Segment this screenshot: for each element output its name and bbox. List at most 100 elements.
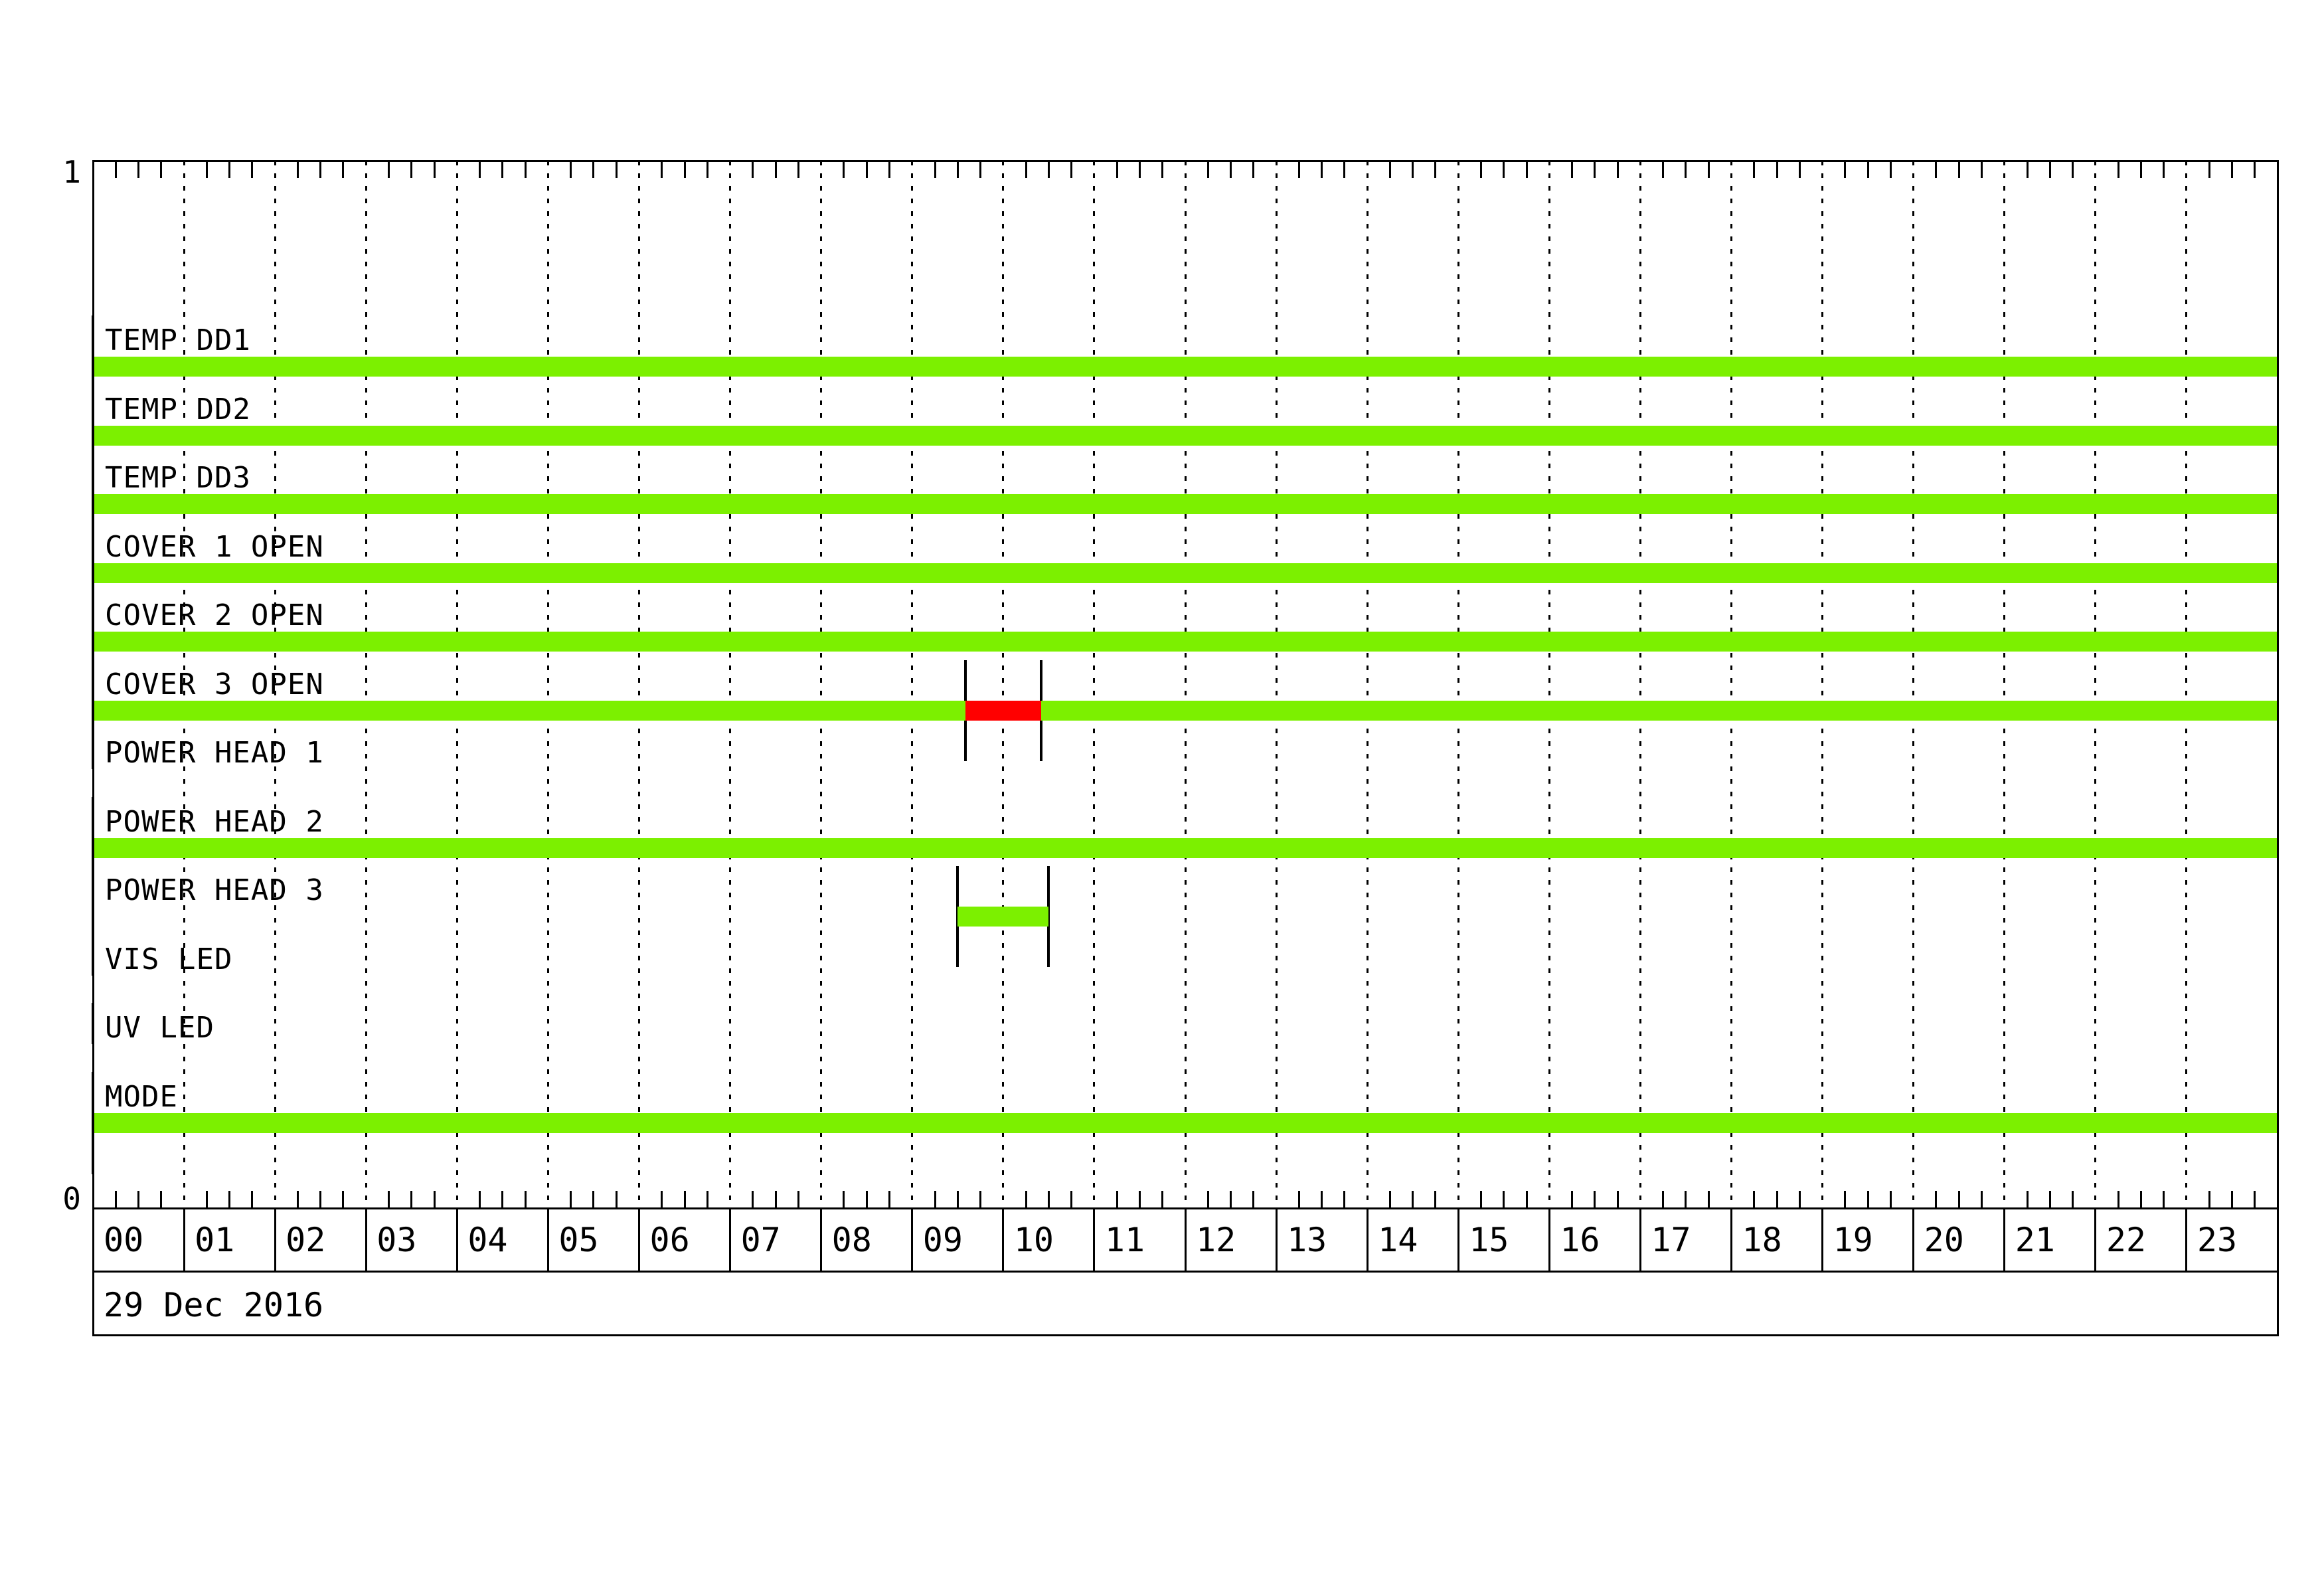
hour-gridline [1639,161,1641,1208]
hour-gridline [2185,161,2188,1208]
hour-label: 11 [1104,1221,1145,1259]
hour-label: 09 [922,1221,963,1259]
hour-gridline [1093,161,1096,1208]
minor-tick-top [1025,161,1027,178]
minor-tick-top [2254,161,2256,178]
hour-cell-separator [1366,1208,1369,1271]
hour-label: 08 [831,1221,872,1259]
minor-tick-top [1776,161,1778,178]
minor-tick-top [1798,161,1801,178]
row-label: POWER HEAD 3 [105,873,324,907]
minor-tick-bottom [706,1191,708,1208]
minor-tick-top [865,161,868,178]
row-label: TEMP DD2 [105,392,251,426]
minor-tick-bottom [1070,1191,1073,1208]
minor-tick-top [1116,161,1118,178]
hour-label: 20 [1924,1221,1964,1259]
row-label: TEMP DD1 [105,323,251,357]
minor-tick-top [1594,161,1596,178]
minor-tick-bottom [1503,1191,1505,1208]
minor-tick-top [2139,161,2142,178]
hour-cell-separator [1093,1208,1096,1271]
hour-cell-separator [1730,1208,1732,1271]
minor-tick-bottom [865,1191,868,1208]
minor-tick-bottom [1685,1191,1687,1208]
hour-label: 22 [2106,1221,2147,1259]
minor-tick-bottom [1116,1191,1118,1208]
minor-tick-bottom [1434,1191,1437,1208]
minor-tick-bottom [615,1191,618,1208]
hour-gridline [1002,161,1005,1208]
minor-tick-bottom [1889,1191,1892,1208]
hour-cell-separator [1639,1208,1641,1271]
minor-tick-top [410,161,413,178]
minor-tick-bottom [2254,1191,2256,1208]
hour-gridline [2094,161,2097,1208]
minor-tick-top [956,161,959,178]
minor-tick-top [1070,161,1073,178]
hour-gridline [820,161,823,1208]
minor-tick-top [2230,161,2233,178]
minor-tick-bottom [592,1191,595,1208]
hour-cell-separator [1821,1208,1824,1271]
minor-tick-top [979,161,982,178]
minor-tick-bottom [752,1191,754,1208]
minor-tick-bottom [661,1191,663,1208]
minor-tick-top [1889,161,1892,178]
minor-tick-top [1297,161,1300,178]
minor-tick-bottom [2026,1191,2029,1208]
minor-tick-top [706,161,708,178]
hour-cell-separator [546,1208,549,1271]
hour-cell-separator [2094,1208,2097,1271]
hour-cell-separator [2185,1208,2188,1271]
hour-cell-separator [1275,1208,1278,1271]
hour-label: 05 [558,1221,599,1259]
minor-tick-top [1571,161,1574,178]
row-label: MODE [105,1079,178,1114]
minor-tick-top [1616,161,1619,178]
row-label: POWER HEAD 2 [105,804,324,839]
minor-tick-top [2208,161,2210,178]
hour-cell-separator [820,1208,823,1271]
minor-tick-bottom [410,1191,413,1208]
hour-label: 06 [649,1221,690,1259]
hour-cell-separator [1912,1208,1915,1271]
minor-tick-top [774,161,777,178]
hour-gridline [365,161,367,1208]
minor-tick-top [388,161,390,178]
minor-tick-top [1206,161,1209,178]
minor-tick-bottom [1957,1191,1960,1208]
hour-label: 23 [2197,1221,2238,1259]
minor-tick-top [1957,161,1960,178]
minor-tick-bottom [433,1191,436,1208]
minor-tick-bottom [1594,1191,1596,1208]
hour-cell-separator [911,1208,914,1271]
minor-tick-bottom [296,1191,299,1208]
row-label: COVER 2 OPEN [105,598,324,632]
hour-cell-separator [1002,1208,1005,1271]
minor-tick-top [2026,161,2029,178]
minor-tick-top [1230,161,1232,178]
state-bar [93,838,2278,858]
hour-label: 16 [1560,1221,1600,1259]
minor-tick-bottom [1753,1191,1756,1208]
hour-label: 02 [286,1221,326,1259]
minor-tick-top [1980,161,1983,178]
minor-tick-top [1321,161,1323,178]
hour-cell-separator [274,1208,276,1271]
hour-gridline [1548,161,1550,1208]
minor-tick-bottom [1980,1191,1983,1208]
state-bar [93,494,2278,514]
minor-tick-bottom [2117,1191,2119,1208]
row-label: UV LED [105,1011,214,1045]
y-axis-top-label: 1 [62,154,81,190]
state-bar [93,563,2278,583]
minor-tick-bottom [1867,1191,1869,1208]
minor-tick-top [342,161,345,178]
minor-tick-top [1252,161,1255,178]
hour-label: 10 [1013,1221,1054,1259]
hour-cell-separator [638,1208,640,1271]
minor-tick-bottom [501,1191,504,1208]
minor-tick-top [661,161,663,178]
row-label: POWER HEAD 1 [105,736,324,770]
